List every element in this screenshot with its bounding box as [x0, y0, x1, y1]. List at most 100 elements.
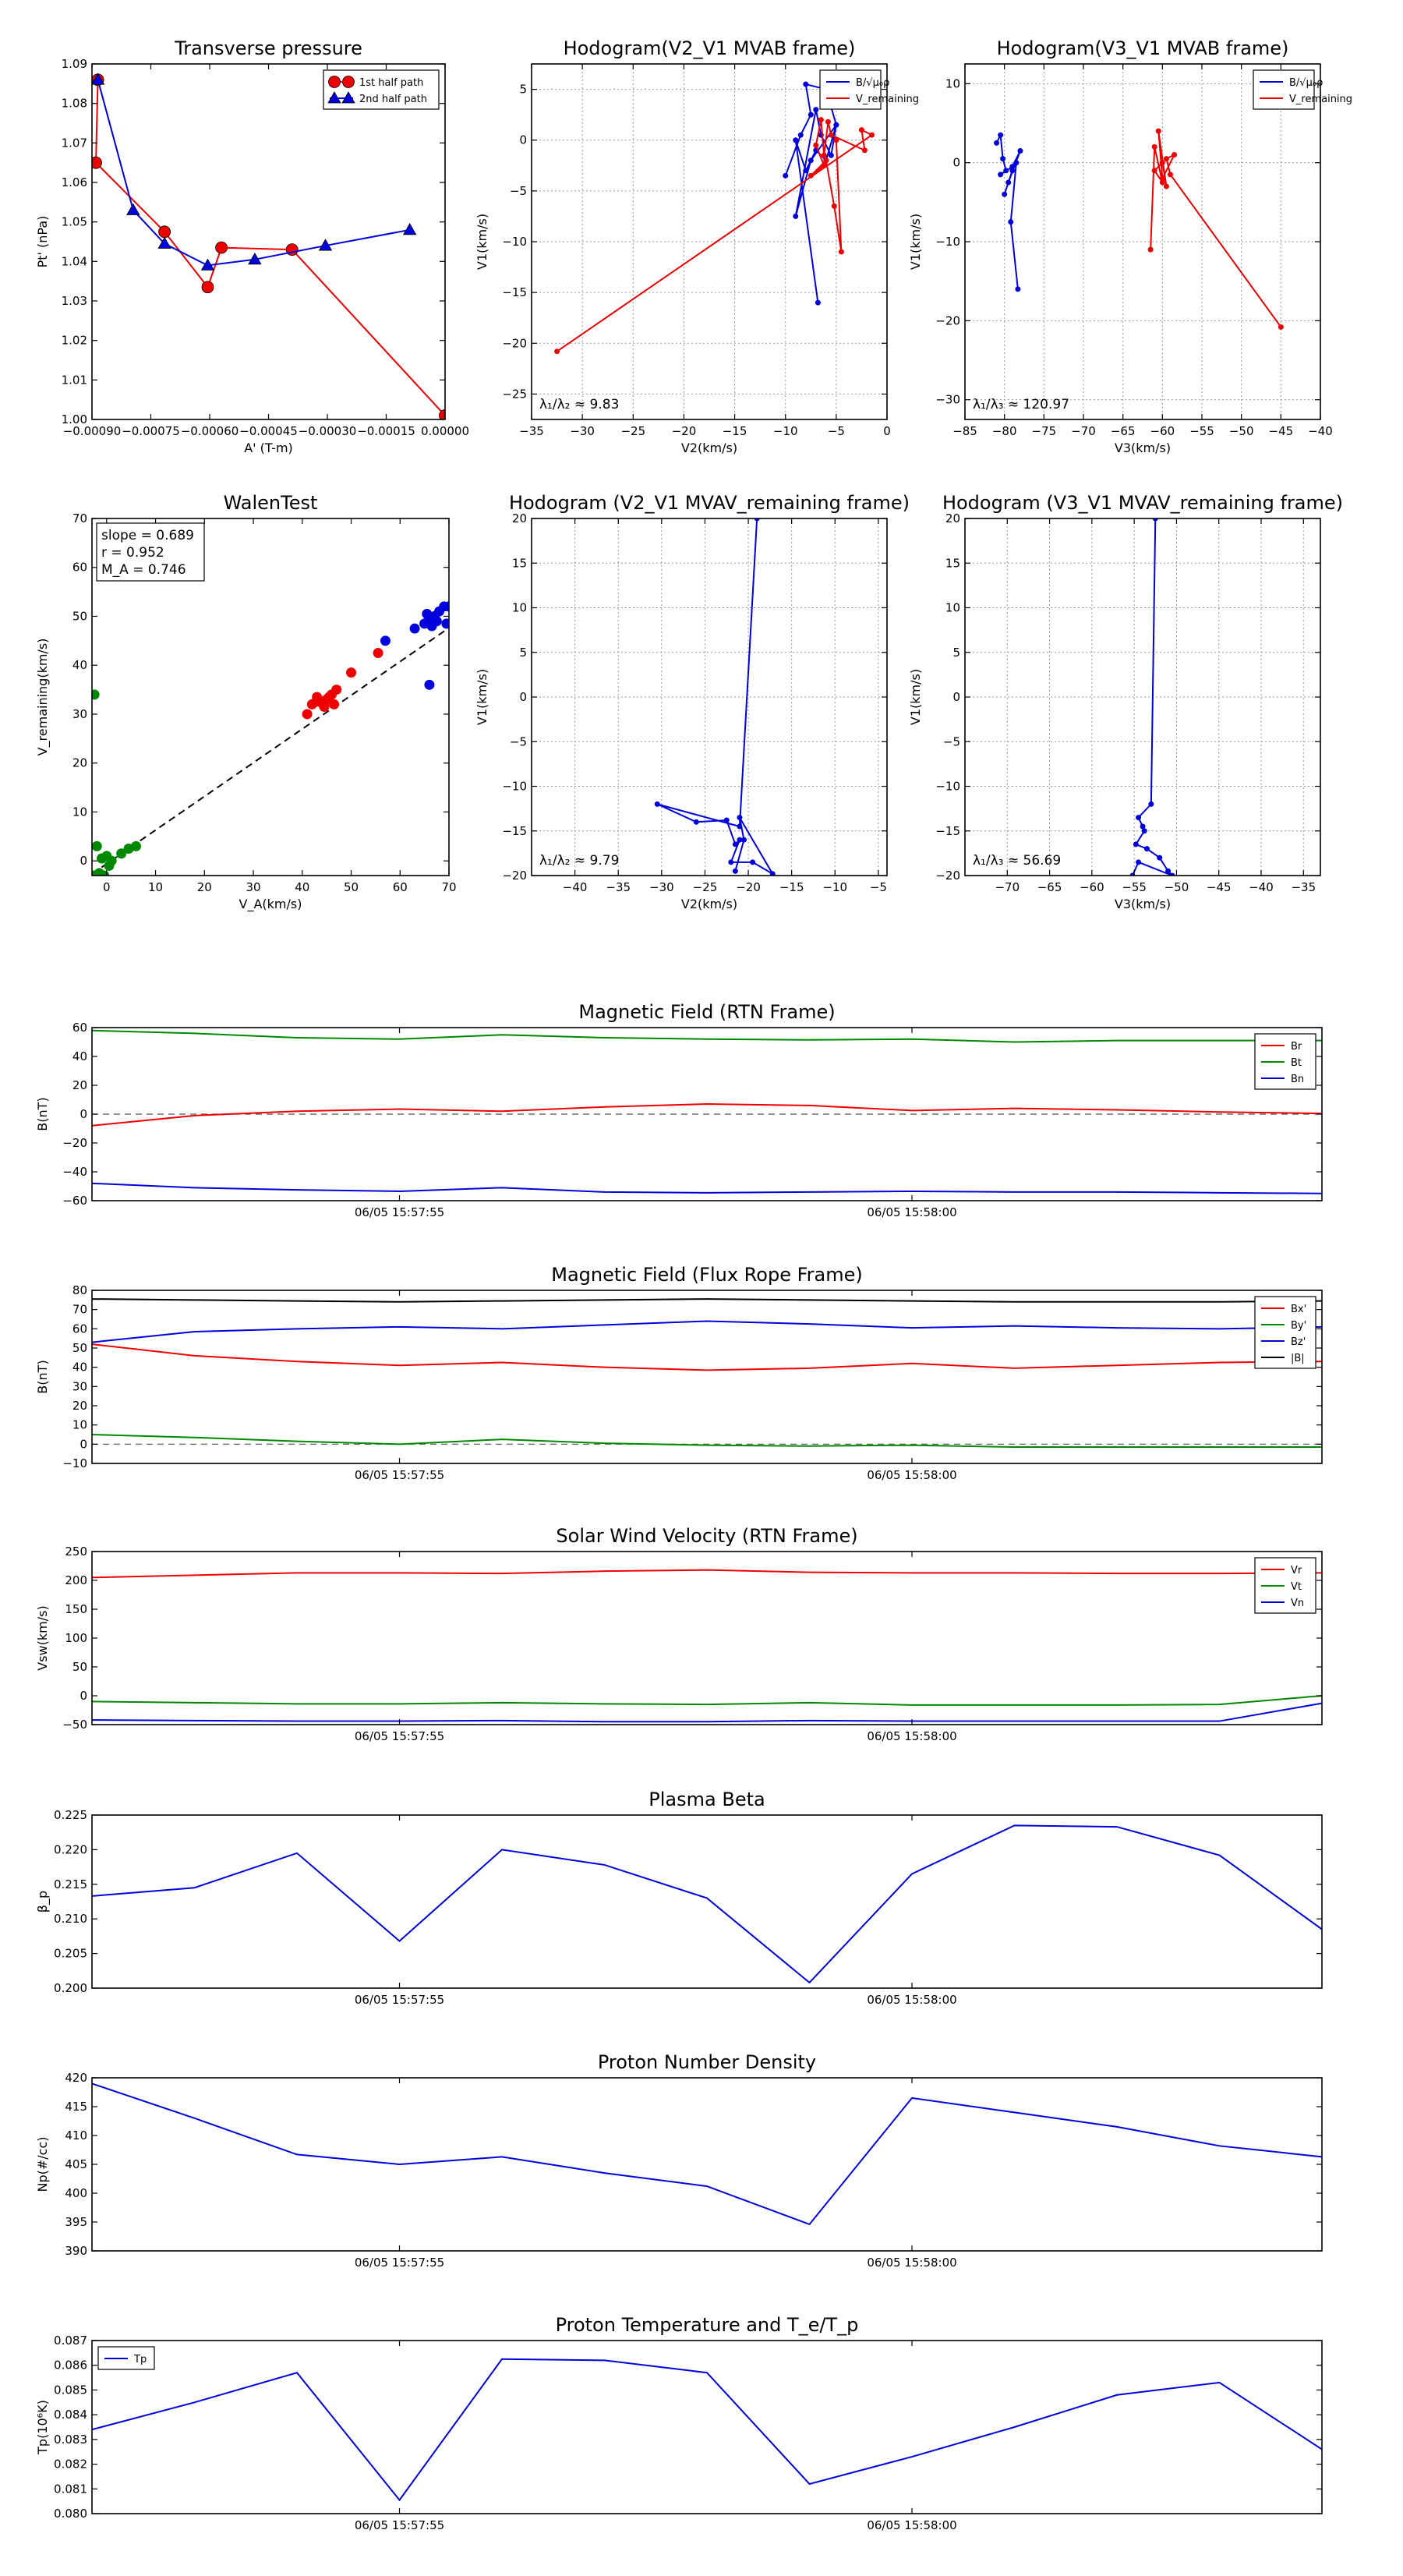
y-tick-label: 200	[65, 1573, 87, 1587]
y-tick-label: −10	[935, 235, 960, 249]
x-axis-label: V2(km/s)	[681, 897, 737, 911]
data-point	[1141, 828, 1147, 834]
data-point	[1278, 324, 1284, 330]
data-point	[793, 213, 799, 219]
y-tick-label: 60	[72, 561, 87, 575]
plot-frame	[964, 518, 1321, 876]
legend-label: Vn	[1291, 1598, 1304, 1609]
y-tick-label: 405	[65, 2157, 87, 2171]
plot-frame	[91, 63, 446, 420]
x-tick-label: −10	[773, 424, 798, 438]
x-tick-label: 06/05 15:58:00	[867, 1205, 956, 1219]
data-point	[439, 409, 445, 419]
data-point	[813, 142, 819, 148]
x-tick-label: −45	[1207, 880, 1232, 894]
data-point	[373, 648, 383, 659]
x-tick-label: 70	[441, 880, 456, 894]
legend: B/√μ₀ρ V_remaining	[819, 69, 919, 110]
series-1	[302, 648, 383, 720]
x-tick-label: −10	[822, 880, 847, 894]
series-b-	[994, 132, 1023, 292]
y-tick-label: 100	[65, 1631, 87, 1645]
data-point	[1017, 147, 1023, 154]
data-point	[1147, 246, 1154, 253]
series-0	[92, 2082, 1322, 2226]
data-point	[1163, 156, 1169, 162]
y-tick-label: 40	[72, 1361, 87, 1375]
x-tick-label: −50	[1164, 880, 1189, 894]
data-point	[769, 871, 776, 876]
data-point	[441, 618, 449, 629]
x-tick-label: −60	[1150, 424, 1175, 438]
x-tick-label: −35	[1291, 880, 1316, 894]
legend-box	[1253, 69, 1315, 110]
data-point	[1151, 143, 1157, 150]
x-tick-label: −0.00090	[63, 424, 122, 438]
data-point	[1009, 168, 1016, 174]
y-tick-label: 0	[519, 690, 527, 704]
legend-label: V_remaining	[1289, 94, 1352, 105]
x-tick-label: −15	[779, 880, 804, 894]
data-point	[92, 73, 105, 85]
series-vr	[92, 1569, 1322, 1579]
x-tick-label: −40	[1249, 880, 1274, 894]
y-tick-label: 40	[72, 658, 87, 672]
data-point	[92, 870, 97, 876]
legend-label: B/√μ₀ρ	[856, 77, 889, 89]
data-point	[1151, 168, 1157, 174]
series-line	[1132, 518, 1173, 876]
data-point	[1140, 823, 1146, 830]
x-tick-label: −55	[1122, 880, 1147, 894]
y-tick-label: −15	[502, 824, 527, 838]
legend-marker	[342, 76, 355, 88]
x-axis-label: V2(km/s)	[681, 441, 737, 455]
x-tick-label: −25	[693, 880, 718, 894]
data-point	[803, 81, 809, 87]
legend-label: 2nd half path	[359, 94, 427, 105]
ratio-annotation: λ₁/λ₂ ≈ 9.83	[539, 397, 619, 412]
x-tick-label: 06/05 15:58:00	[867, 1729, 956, 1743]
y-tick-label: −5	[510, 184, 527, 198]
plot-frame	[964, 63, 1321, 420]
chart-title: Magnetic Field (RTN Frame)	[578, 1001, 835, 1023]
data-point	[732, 841, 738, 847]
data-point	[1163, 183, 1169, 189]
y-axis-label: V1(km/s)	[908, 214, 923, 270]
data-point	[409, 623, 420, 634]
plot-frame	[91, 1814, 1323, 1989]
y-tick-label: 0	[952, 156, 960, 170]
series-1st-half-path	[92, 73, 445, 419]
data-point	[1157, 855, 1163, 861]
data-point	[380, 635, 391, 646]
y-tick-label: −50	[62, 1718, 87, 1732]
x-tick-label: −70	[995, 880, 1020, 894]
chart-title: Proton Number Density	[598, 2051, 816, 2073]
data-point	[754, 518, 760, 522]
x-tick-label: 06/05 15:57:55	[355, 2518, 444, 2532]
data-point	[1000, 156, 1006, 162]
legend-label: Bt	[1291, 1057, 1302, 1069]
data-point	[1165, 868, 1172, 874]
y-tick-label: 30	[72, 707, 87, 721]
y-tick-label: −10	[935, 780, 960, 794]
y-tick-label: −15	[502, 285, 527, 299]
series-v-remaining	[554, 117, 875, 355]
y-tick-label: 0	[952, 690, 960, 704]
x-tick-label: 06/05 15:58:00	[867, 1468, 956, 1482]
x-tick-label: −65	[1037, 880, 1062, 894]
series-line	[92, 1434, 1322, 1449]
chart-tp: Proton Temperature and T_e/T_p 06/05 15:5…	[35, 2314, 1323, 2532]
data-point	[318, 239, 333, 251]
data-point	[833, 137, 839, 143]
data-point	[813, 107, 819, 113]
x-tick-label: −55	[1189, 424, 1214, 438]
data-point	[1013, 160, 1020, 166]
data-point	[808, 172, 814, 179]
data-point	[693, 819, 699, 825]
x-tick-label: −40	[1308, 424, 1333, 438]
series-line	[92, 1824, 1322, 1984]
y-tick-label: 60	[72, 1322, 87, 1336]
series-0	[654, 518, 776, 876]
y-tick-label: 0.081	[54, 2482, 87, 2496]
data-point	[1172, 152, 1178, 158]
